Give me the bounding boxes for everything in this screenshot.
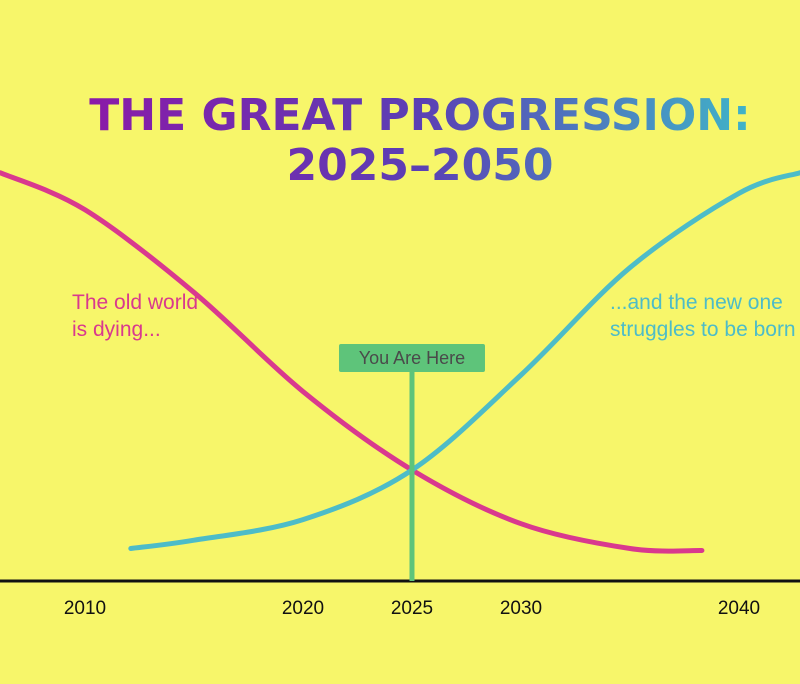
you-are-here-box <box>338 344 485 372</box>
you-are-here-label: You Are Here <box>359 348 465 368</box>
x-tick-label-2010: 2010 <box>64 598 106 619</box>
chart-title-line1: THE GREAT PROGRESSION: <box>89 90 750 141</box>
old-world-curve <box>0 170 705 554</box>
x-tick-label-2030: 2030 <box>500 598 542 619</box>
x-tick-label-2020: 2020 <box>282 598 324 619</box>
chart-title-line2: 2025–2050 <box>287 140 554 191</box>
new-world-annotation-line2: struggles to be born <box>610 318 796 341</box>
x-tick-label-2040: 2040 <box>718 598 760 619</box>
old-world-annotation-line1: The old world <box>72 291 198 314</box>
new-world-annotation-line1: ...and the new one <box>610 291 783 314</box>
x-tick-label-2025: 2025 <box>391 598 433 619</box>
new-world-curve <box>128 170 800 551</box>
old-world-annotation-line2: is dying... <box>72 318 161 341</box>
